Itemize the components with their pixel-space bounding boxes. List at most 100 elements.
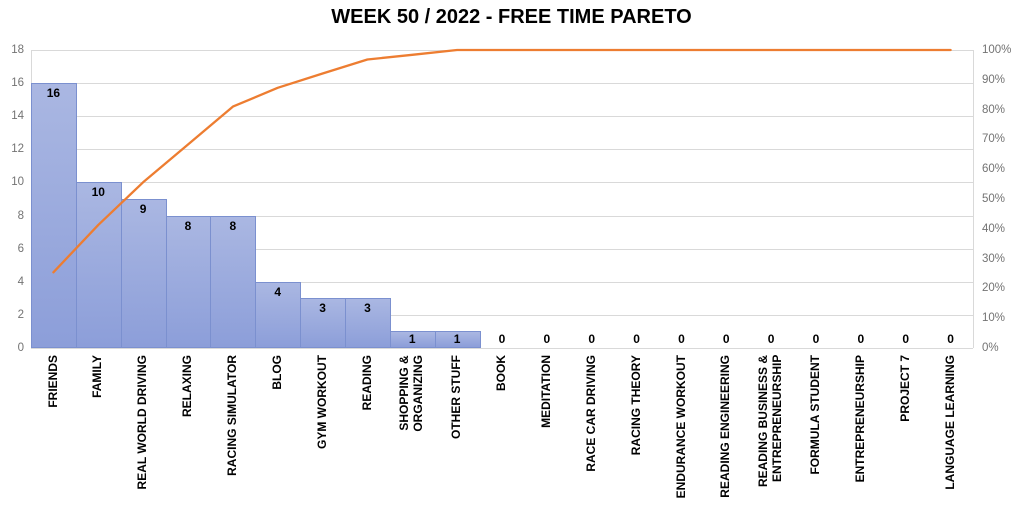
category-label: BLOG xyxy=(269,355,284,390)
category-label-slot: PROJECT 7 xyxy=(883,355,928,514)
gridline xyxy=(31,248,973,250)
left-axis-tick-label: 16 xyxy=(11,77,24,90)
category-label: RACE CAR DRIVING xyxy=(583,355,598,472)
right-axis-tick-label: 60% xyxy=(982,163,1006,176)
category-label-slot: RACING SIMULATOR xyxy=(210,355,255,514)
gridline xyxy=(31,116,973,118)
bar xyxy=(120,199,167,348)
category-label-slot: ENTREPRENEURSHIP xyxy=(838,355,883,514)
category-label-slot: OTHER STUFF xyxy=(435,355,480,514)
right-axis-line xyxy=(973,50,974,348)
category-label-slot: READING xyxy=(345,355,390,514)
bar-value-label: 0 xyxy=(947,332,954,346)
category-label: MEDITATION xyxy=(538,355,553,428)
category-label: ENDURANCE WORKOUT xyxy=(673,355,688,499)
category-label: SHOPPING & ORGANIZING xyxy=(397,355,426,432)
cumulative-line xyxy=(52,48,952,274)
bar-value-label: 0 xyxy=(812,332,820,346)
bar-value-label: 0 xyxy=(498,332,506,346)
left-axis-tick-label: 6 xyxy=(17,242,24,255)
bar-value-label: 0 xyxy=(722,332,730,346)
category-label: REAL WORLD DRIVING xyxy=(135,355,150,490)
bar-value-label: 1 xyxy=(453,332,461,346)
bar xyxy=(165,215,212,348)
left-axis-tick-label: 4 xyxy=(17,275,24,288)
category-label-slot: GYM WORKOUT xyxy=(300,355,345,514)
category-label: OTHER STUFF xyxy=(449,355,464,439)
right-axis-tick-label: 30% xyxy=(982,252,1006,265)
category-label-slot: RELAXING xyxy=(166,355,211,514)
category-label: FORMULA STUDENT xyxy=(808,355,823,475)
bar-value-label: 9 xyxy=(139,202,147,216)
bar-value-label: 3 xyxy=(319,301,326,316)
category-label: READING BUSINESS & ENTREPRENEURSHIP xyxy=(756,355,785,488)
category-label-slot: SHOPPING & ORGANIZING xyxy=(390,355,435,514)
chart-title: WEEK 50 / 2022 - FREE TIME PARETO xyxy=(331,6,692,28)
category-label: FRIENDS xyxy=(45,355,60,408)
category-label-slot: RACING THEORY xyxy=(614,355,659,514)
bar-value-label: 1 xyxy=(408,332,416,346)
bar-value-label: 0 xyxy=(633,332,640,346)
cumulative-line-path xyxy=(52,48,952,274)
bar-value-label: 16 xyxy=(46,86,61,101)
category-label: FAMILY xyxy=(90,355,105,398)
bar-value-label: 10 xyxy=(91,185,105,200)
category-label-slot: BLOG xyxy=(255,355,300,514)
left-axis-tick-label: 14 xyxy=(11,110,24,123)
gridline xyxy=(31,149,973,151)
bar-value-label: 0 xyxy=(678,332,685,346)
bar-value-label: 0 xyxy=(857,332,865,346)
bar-value-label: 4 xyxy=(274,284,282,299)
left-axis-tick-label: 8 xyxy=(17,209,24,222)
category-label: GYM WORKOUT xyxy=(314,355,329,449)
gridline xyxy=(31,182,973,184)
category-label: RACING THEORY xyxy=(628,355,643,456)
bottom-axis-line xyxy=(31,348,973,349)
bar-value-label: 3 xyxy=(364,301,371,316)
category-label-slot: FRIENDS xyxy=(31,355,76,514)
right-axis-tick-label: 50% xyxy=(982,193,1006,205)
bar-value-label: 0 xyxy=(767,332,775,346)
category-label-slot: MEDITATION xyxy=(524,355,569,514)
right-axis-tick-label: 40% xyxy=(982,222,1006,235)
right-axis-tick-label: 70% xyxy=(982,133,1006,146)
right-axis-tick-label: 80% xyxy=(982,103,1006,116)
category-label-slot: ENDURANCE WORKOUT xyxy=(659,355,704,514)
right-axis-tick-label: 90% xyxy=(982,73,1006,86)
category-label: READING xyxy=(359,355,374,411)
bar-value-label: 0 xyxy=(902,332,910,346)
bar xyxy=(434,331,481,348)
bar xyxy=(210,215,257,348)
category-label: ENTREPRENEURSHIP xyxy=(852,355,867,483)
category-label-slot: READING BUSINESS & ENTREPRENEURSHIP xyxy=(749,355,794,514)
right-axis-tick-label: 20% xyxy=(982,282,1006,295)
category-label: LANGUAGE LEARNING xyxy=(942,355,957,490)
gridline xyxy=(31,83,973,85)
category-label: PROJECT 7 xyxy=(897,355,912,422)
left-axis-tick-label: 0 xyxy=(17,342,24,354)
bar-value-label: 8 xyxy=(184,218,192,233)
left-axis-tick-label: 10 xyxy=(11,176,24,189)
category-label-slot: FAMILY xyxy=(76,355,121,514)
gridline xyxy=(31,281,973,283)
category-label: READING ENGINEERING xyxy=(718,355,733,498)
category-label-slot: LANGUAGE LEARNING xyxy=(928,355,973,514)
gridline xyxy=(31,314,973,316)
left-axis-tick-label: 2 xyxy=(17,308,24,321)
category-label-slot: BOOK xyxy=(480,355,525,514)
category-label: RELAXING xyxy=(180,355,195,418)
category-label-slot: READING ENGINEERING xyxy=(704,355,749,514)
category-label: BOOK xyxy=(494,355,509,391)
bar-value-label: 8 xyxy=(229,218,237,233)
left-axis-tick-label: 12 xyxy=(11,143,24,156)
bar xyxy=(345,298,391,348)
left-axis-tick-label: 18 xyxy=(11,44,24,56)
category-label-slot: FORMULA STUDENT xyxy=(794,355,839,514)
category-label: RACING SIMULATOR xyxy=(224,355,239,476)
bar xyxy=(31,83,77,348)
right-axis-tick-label: 100% xyxy=(982,44,1012,56)
category-label-slot: REAL WORLD DRIVING xyxy=(121,355,166,514)
gridline xyxy=(31,215,973,217)
right-axis-tick-label: 10% xyxy=(982,312,1006,325)
